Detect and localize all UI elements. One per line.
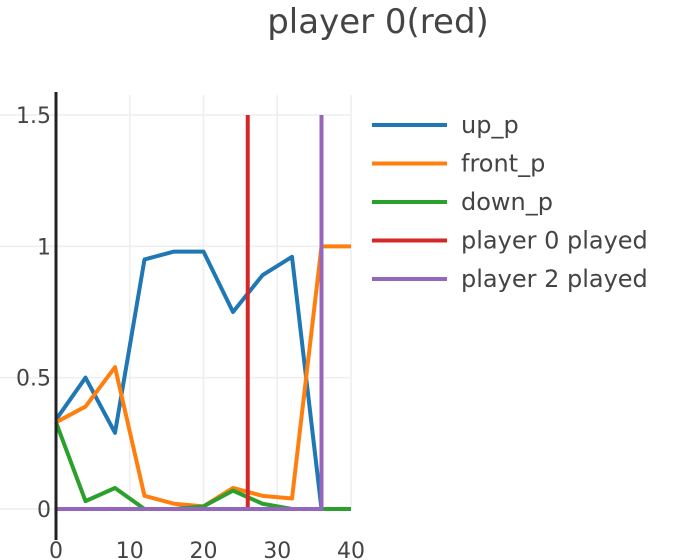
series-line-5 bbox=[56, 115, 324, 511]
legend-label: player 2 played bbox=[461, 265, 648, 293]
chart-title: player 0(red) bbox=[267, 2, 489, 42]
y-tick-label: 0.5 bbox=[16, 367, 51, 392]
legend-label: up_p bbox=[461, 111, 519, 139]
x-tick-label: 40 bbox=[337, 539, 365, 560]
x-tick-label: 20 bbox=[190, 539, 218, 560]
x-tick-label: 10 bbox=[116, 539, 144, 560]
x-tick-label: 0 bbox=[49, 539, 63, 560]
y-tick-label: 0 bbox=[37, 498, 51, 523]
legend-label: down_p bbox=[461, 188, 553, 216]
legend-label: front_p bbox=[461, 150, 545, 178]
x-tick-label: 30 bbox=[263, 539, 291, 560]
series-line-1 bbox=[54, 249, 324, 510]
y-tick-label: 1 bbox=[37, 235, 51, 260]
y-tick-label: 1.5 bbox=[16, 104, 51, 129]
series-lines bbox=[54, 115, 351, 511]
legend-label: player 0 played bbox=[461, 227, 648, 255]
tick-labels: 0 10 20 30 40 0 0.5 1 1.5 bbox=[16, 104, 365, 560]
